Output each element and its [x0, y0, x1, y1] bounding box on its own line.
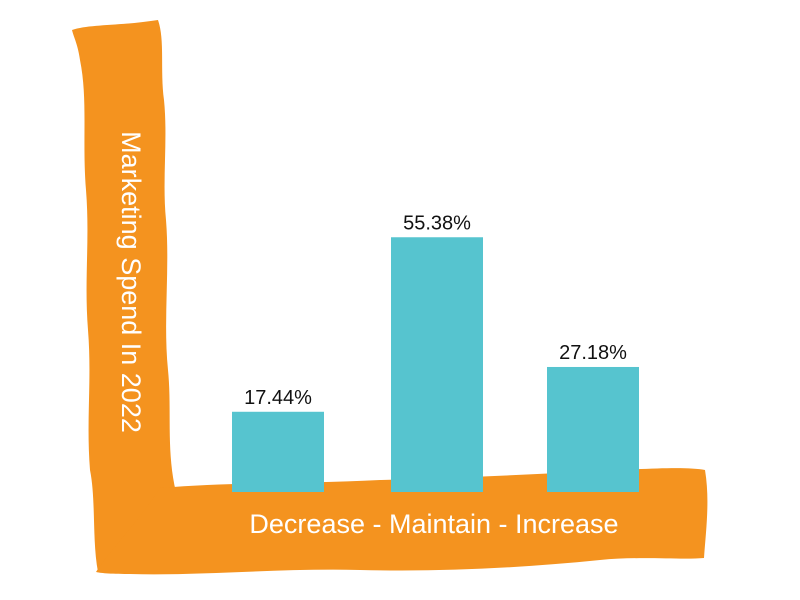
y-axis-title: Marketing Spend In 2022	[116, 131, 146, 433]
y-axis-brush	[72, 20, 176, 572]
bar-decrease	[232, 411, 324, 492]
value-label-decrease: 17.44%	[244, 387, 312, 409]
x-axis-title: Decrease - Maintain - Increase	[249, 509, 618, 539]
value-label-maintain: 55.38%	[403, 212, 471, 234]
bar-increase	[547, 366, 639, 492]
bar-maintain	[391, 237, 483, 492]
x-axis-brush	[96, 468, 708, 575]
value-label-increase: 27.18%	[559, 342, 627, 364]
